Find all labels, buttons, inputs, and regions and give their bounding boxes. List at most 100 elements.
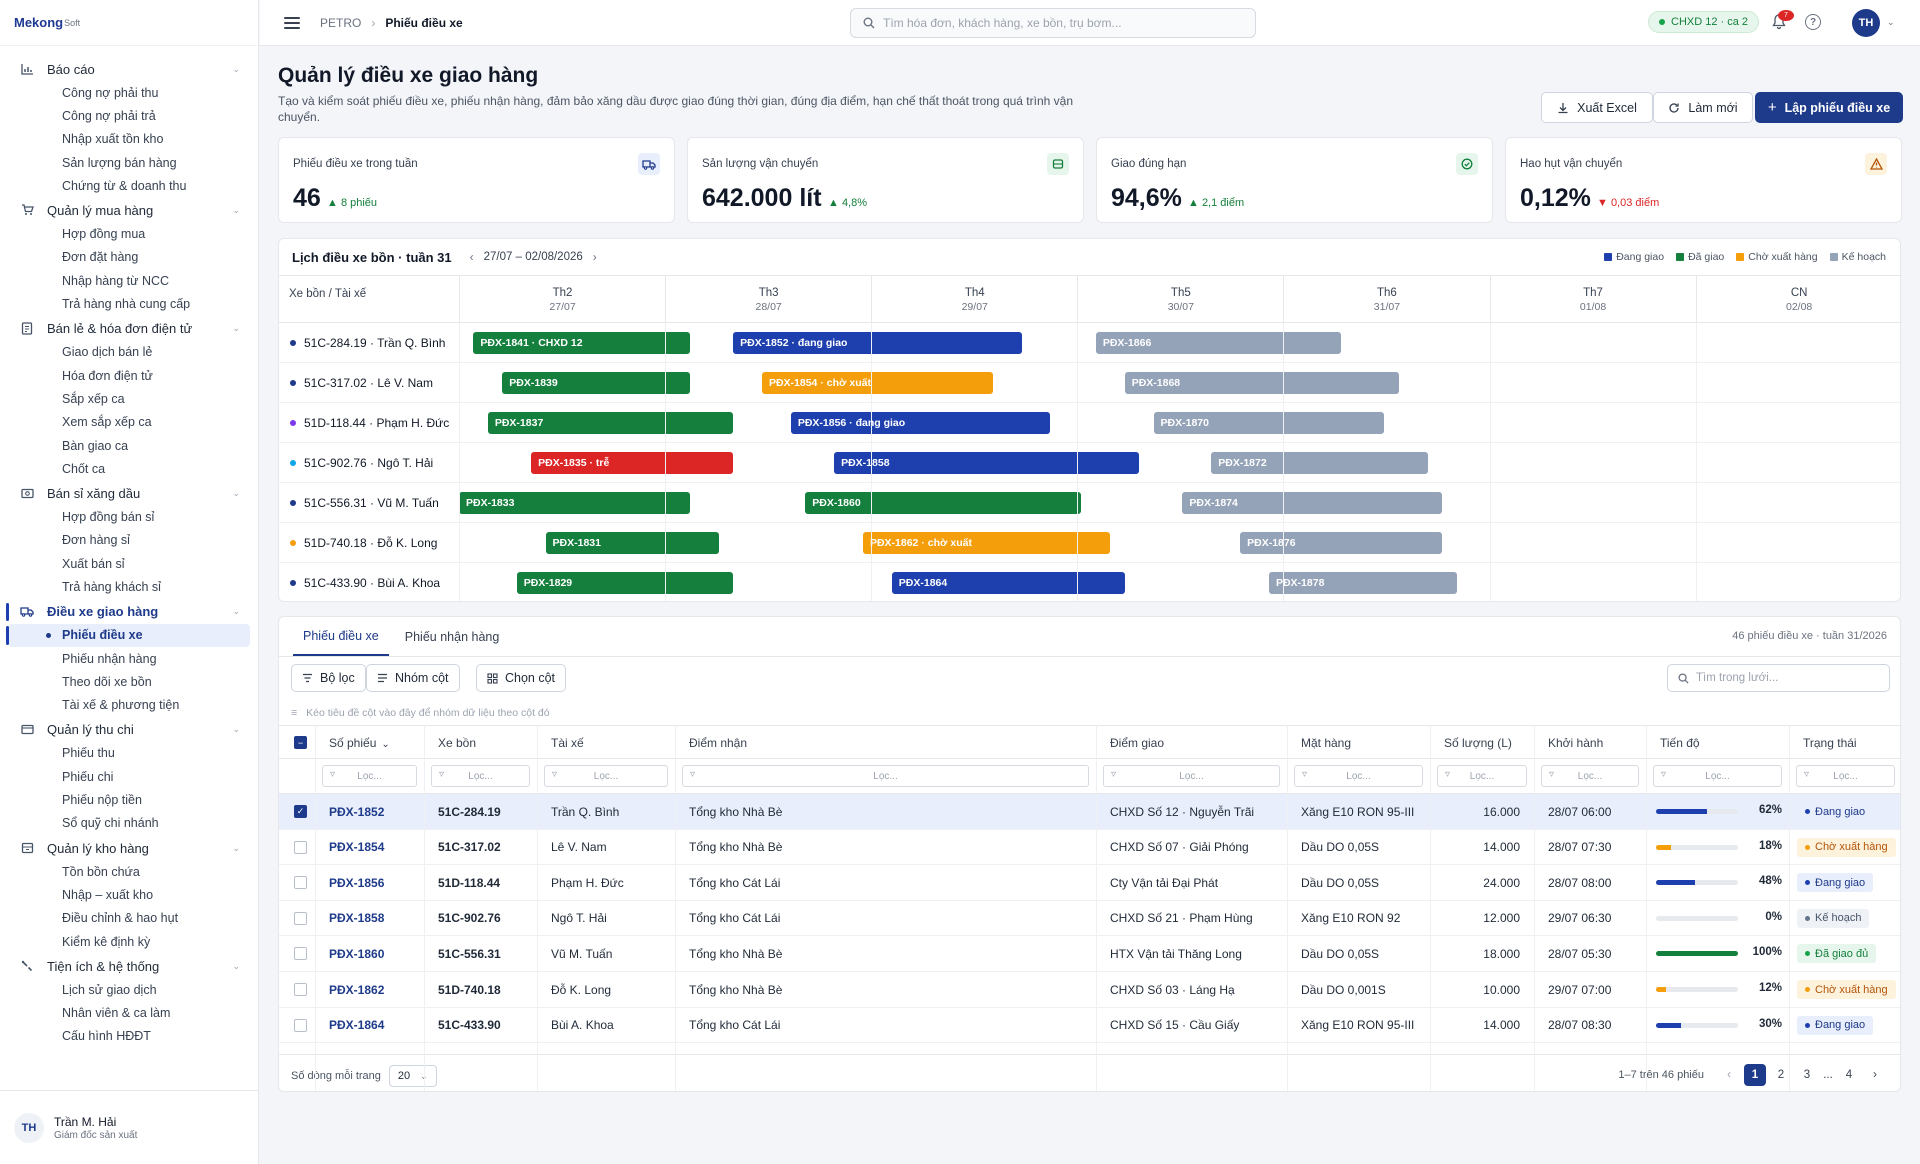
sidebar-item-don-hang-si[interactable]: Đơn hàng sỉ [62, 533, 130, 548]
chevron-left-icon[interactable]: ‹ [469, 250, 474, 264]
schedule-bar[interactable]: PĐX-1833 [459, 492, 690, 514]
schedule-bar[interactable]: PĐX-1864 [891, 572, 1125, 594]
column-header-so-luong-l[interactable]: Số lượng (L) [1444, 736, 1512, 750]
create-dispatch-button[interactable]: + Lập phiếu điều xe [1755, 92, 1903, 123]
sidebar-group-quan-ly-thu-chi[interactable]: Quản lý thu chi ⌄ [0, 718, 258, 742]
sidebar-item-chung-tu-doanh-thu[interactable]: Chứng từ & doanh thu [62, 178, 187, 193]
row-checkbox[interactable] [294, 840, 307, 854]
column-header-xe-bon[interactable]: Xe bồn [438, 736, 476, 750]
schedule-bar[interactable]: PĐX-1876 [1240, 532, 1443, 554]
row-checkbox[interactable] [294, 983, 307, 996]
sidebar-item-phieu-nhan-hang[interactable]: Phiếu nhận hàng [62, 651, 157, 666]
sidebar-item-tai-xe-phuong-tien[interactable]: Tài xế & phương tiện [62, 698, 180, 713]
table-row[interactable]: PĐX-1860 51C-556.31 Vũ M. Tuấn Tổng kho Nhà… [279, 936, 1900, 972]
row-checkbox[interactable] [294, 947, 307, 961]
sidebar-item-phieu-chi[interactable]: Phiếu chi [62, 769, 114, 784]
sidebar-item-nhap-xuat-kho[interactable]: Nhập – xuất kho [62, 887, 154, 902]
search-input[interactable]: Tìm hóa đơn, khách hàng, xe bồn, trụ bơm… [850, 8, 1256, 38]
chevron-left-icon[interactable]: ‹ [1727, 1069, 1731, 1081]
cell-id[interactable]: PĐX-1854 [329, 840, 385, 855]
sidebar-group-ban-si-xang-dau[interactable]: Bán sỉ xăng dầu ⌄ [0, 481, 258, 505]
row-checkbox[interactable] [294, 876, 307, 890]
cell-id[interactable]: PĐX-1858 [329, 911, 385, 926]
schedule-bar[interactable]: PĐX-1839 [502, 372, 690, 394]
schedule-bar[interactable]: PĐX-1874 [1182, 492, 1443, 514]
sidebar-item-cong-no-phai-tra[interactable]: Công nợ phải trả [62, 108, 156, 123]
sidebar-group-bao-cao[interactable]: Báo cáo ⌄ [0, 57, 258, 81]
column-filter-input[interactable]: ▿ Lọc... [1437, 765, 1527, 787]
schedule-bar[interactable]: PĐX-1835 · trễ [531, 452, 734, 474]
sidebar-group-dieu-xe-giao-hang[interactable]: Điều xe giao hàng ⌄ [0, 600, 258, 624]
schedule-bar[interactable]: PĐX-1872 [1211, 452, 1428, 474]
truck-driver-label[interactable]: 51D-740.18 · Đỗ K. Long [290, 536, 437, 550]
chevron-down-icon[interactable]: ⌄ [1887, 17, 1895, 27]
column-header-so-phieu[interactable]: Số phiếu ⌄ [329, 736, 390, 750]
schedule-bar[interactable]: PĐX-1866 [1095, 332, 1342, 354]
schedule-bar[interactable]: PĐX-1829 [516, 572, 734, 594]
schedule-bar[interactable]: PĐX-1878 [1268, 572, 1457, 594]
page-button[interactable]: 4 [1845, 1069, 1853, 1081]
sidebar-item-kiem-ke-dinh-ky[interactable]: Kiểm kê định kỳ [62, 934, 151, 949]
breadcrumb-root[interactable]: PETRO [320, 15, 362, 30]
menu-icon[interactable] [284, 16, 300, 29]
schedule-bar[interactable]: PĐX-1868 [1124, 372, 1399, 394]
column-filter-input[interactable]: ▿ Lọc... [1796, 765, 1895, 787]
sidebar-item-phieu-nop-tien[interactable]: Phiếu nộp tiền [62, 793, 142, 808]
sidebar-item-san-luong-ban-hang[interactable]: Sản lượng bán hàng [62, 155, 177, 170]
grid-search-input[interactable]: Tìm trong lưới... [1667, 664, 1890, 692]
schedule-bar[interactable]: PĐX-1856 · đang giao [790, 412, 1051, 434]
truck-driver-label[interactable]: 51C-902.76 · Ngô T. Hải [290, 456, 433, 470]
cell-id[interactable]: PĐX-1862 [329, 982, 385, 997]
sidebar-item-ton-bon-chua[interactable]: Tồn bồn chứa [62, 864, 140, 879]
sidebar-item-xuat-ban-si[interactable]: Xuất bán sỉ [62, 556, 125, 571]
chevron-right-icon[interactable]: › [1873, 1069, 1877, 1081]
column-filter-input[interactable]: ▿ Lọc... [1103, 765, 1280, 787]
shift-badge[interactable]: CHXD 12 · ca 2 [1648, 11, 1760, 33]
schedule-bar[interactable]: PĐX-1837 [487, 412, 734, 434]
cell-id[interactable]: PĐX-1860 [329, 946, 385, 961]
sidebar-group-ban-le-hoa-don-dien-tu[interactable]: Bán lẻ & hóa đơn điện tử ⌄ [0, 317, 258, 341]
row-checkbox[interactable] [294, 1018, 307, 1032]
page-button[interactable]: 2 [1777, 1069, 1785, 1081]
column-filter-input[interactable]: ▿ Lọc... [682, 765, 1089, 787]
row-checkbox[interactable]: ✓ [294, 805, 307, 818]
tab-receipt[interactable]: Phiếu nhận hàng [404, 629, 500, 644]
table-row[interactable]: PĐX-1864 51C-433.90 Bùi A. Khoa Tổng kho Cá… [279, 1008, 1900, 1044]
schedule-bar[interactable]: PĐX-1862 · chờ xuất [862, 532, 1111, 554]
sidebar-item-ban-giao-ca[interactable]: Bàn giao ca [62, 438, 129, 453]
page-button[interactable]: 1 [1744, 1064, 1766, 1086]
filter-button[interactable]: Bộ lọc [291, 664, 366, 692]
table-row[interactable]: PĐX-1856 51D-118.44 Phạm H. Đức Tổng kho Cá… [279, 865, 1900, 901]
sidebar-group-tien-ich-he-thong[interactable]: Tiện ích & hệ thống ⌄ [0, 954, 258, 978]
sidebar-item-so-quy-chi-nhanh[interactable]: Sổ quỹ chi nhánh [62, 816, 159, 831]
sidebar-item-theo-doi-xe-bon[interactable]: Theo dõi xe bồn [62, 674, 152, 689]
sidebar-item-lich-su-giao-dich[interactable]: Lịch sử giao dịch [62, 982, 157, 997]
sidebar-item-nhap-xuat-ton-kho[interactable]: Nhập xuất tồn kho [62, 132, 164, 147]
column-filter-input[interactable]: ▿ Lọc... [1653, 765, 1782, 787]
column-filter-input[interactable]: ▿ Lọc... [322, 765, 417, 787]
column-filter-input[interactable]: ▿ Lọc... [1294, 765, 1423, 787]
sidebar-group-quan-ly-kho-hang[interactable]: Quản lý kho hàng ⌄ [0, 836, 258, 860]
truck-driver-label[interactable]: 51C-556.31 · Vũ M. Tuấn [290, 496, 439, 510]
column-header-khoi-hanh[interactable]: Khởi hành [1548, 736, 1603, 750]
export-excel-button[interactable]: Xuất Excel [1541, 92, 1653, 123]
truck-driver-label[interactable]: 51C-284.19 · Trần Q. Bình [290, 336, 445, 350]
group-columns-button[interactable]: Nhóm cột [366, 664, 460, 692]
column-header-mat-hang[interactable]: Mặt hàng [1301, 736, 1351, 750]
table-row[interactable]: PĐX-1854 51C-317.02 Lê V. Nam Tổng kho Nhà … [279, 830, 1900, 866]
schedule-bar[interactable]: PĐX-1841 · CHXD 12 [473, 332, 690, 354]
help-icon[interactable]: ? [1805, 14, 1821, 30]
sidebar-item-hop-dong-ban-si[interactable]: Hợp đồng bán sỉ [62, 510, 155, 525]
sidebar-item-sap-xep-ca[interactable]: Sắp xếp ca [62, 391, 125, 406]
chevron-right-icon[interactable]: › [592, 250, 597, 264]
sidebar-item-chot-ca[interactable]: Chốt ca [62, 461, 106, 476]
column-header-trang-thai[interactable]: Trạng thái [1803, 736, 1857, 750]
choose-columns-button[interactable]: Chọn cột [476, 664, 567, 692]
cell-id[interactable]: PĐX-1856 [329, 875, 385, 890]
sidebar-group-quan-ly-mua-hang[interactable]: Quản lý mua hàng ⌄ [0, 198, 258, 222]
sidebar-item-cau-hinh-hddt[interactable]: Cấu hình HĐĐT [62, 1029, 151, 1044]
tab-dispatch[interactable]: Phiếu điều xe [293, 617, 389, 656]
truck-driver-label[interactable]: 51D-118.44 · Phạm H. Đức [290, 416, 449, 430]
truck-driver-label[interactable]: 51C-433.90 · Bùi A. Khoa [290, 576, 440, 590]
sidebar-item-xem-sap-xep-ca[interactable]: Xem sắp xếp ca [62, 415, 152, 430]
